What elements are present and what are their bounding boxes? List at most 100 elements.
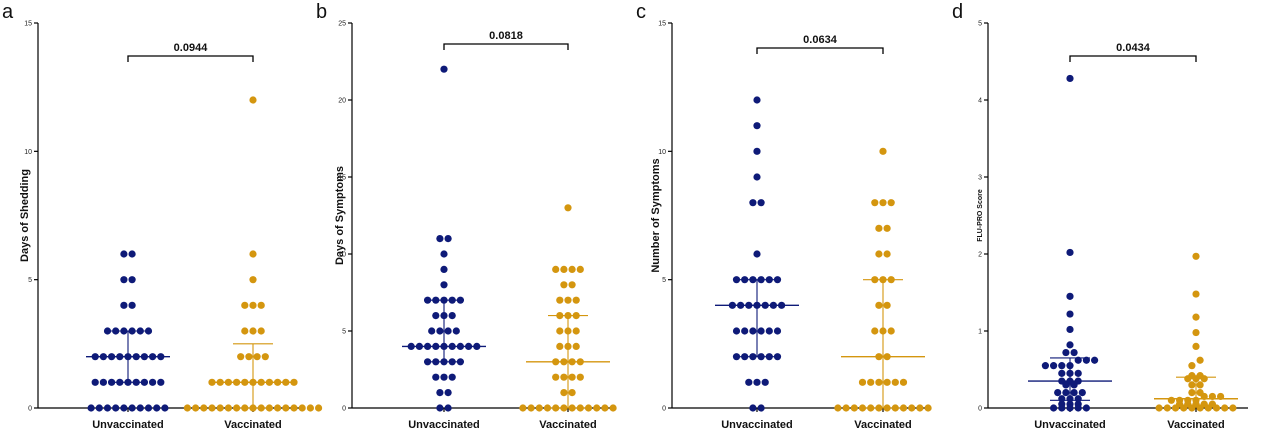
data-point bbox=[732, 276, 741, 284]
data-point bbox=[1192, 342, 1200, 350]
data-point bbox=[576, 373, 584, 381]
y-tick-label: 1 bbox=[978, 329, 982, 336]
data-point bbox=[1082, 404, 1090, 412]
data-point bbox=[1192, 252, 1200, 260]
data-point bbox=[436, 404, 444, 412]
data-point bbox=[753, 122, 761, 130]
data-point bbox=[120, 276, 128, 284]
data-point bbox=[552, 373, 560, 381]
data-point bbox=[1054, 389, 1062, 397]
data-point bbox=[257, 301, 265, 309]
data-point bbox=[149, 378, 157, 386]
data-point bbox=[440, 265, 448, 273]
data-point bbox=[128, 250, 136, 258]
data-point bbox=[519, 404, 527, 412]
data-point bbox=[249, 276, 257, 284]
data-point bbox=[99, 378, 107, 386]
data-point bbox=[564, 296, 572, 304]
data-point bbox=[1074, 404, 1082, 412]
category-label: Unvaccinated bbox=[1034, 419, 1106, 431]
data-point bbox=[1062, 348, 1070, 357]
data-point bbox=[757, 404, 765, 412]
data-point bbox=[757, 327, 765, 335]
series-unvaccinated bbox=[402, 65, 486, 412]
data-point bbox=[753, 173, 761, 181]
data-point bbox=[1066, 74, 1074, 83]
data-point bbox=[282, 404, 290, 412]
data-point bbox=[128, 404, 136, 412]
data-point bbox=[745, 378, 753, 386]
data-point bbox=[773, 353, 782, 361]
data-point bbox=[879, 199, 887, 207]
data-point bbox=[298, 404, 306, 412]
data-point bbox=[161, 404, 169, 412]
y-tick-label: 5 bbox=[342, 329, 346, 336]
data-point bbox=[1188, 381, 1196, 389]
data-point bbox=[444, 404, 452, 412]
data-point bbox=[875, 378, 883, 386]
data-point bbox=[753, 378, 761, 386]
data-point bbox=[444, 327, 452, 335]
data-point bbox=[871, 199, 879, 207]
data-point bbox=[753, 147, 761, 155]
category-label: Unvaccinated bbox=[408, 419, 480, 431]
data-point bbox=[183, 404, 191, 412]
y-tick-label: 5 bbox=[662, 277, 666, 284]
data-point bbox=[1058, 404, 1066, 412]
data-point bbox=[773, 276, 782, 284]
data-point bbox=[916, 404, 924, 412]
data-point bbox=[436, 327, 444, 335]
data-point bbox=[87, 404, 95, 412]
y-tick-label: 15 bbox=[24, 21, 32, 28]
data-point bbox=[1163, 404, 1171, 412]
category-label: Vaccinated bbox=[854, 419, 911, 431]
y-axis-label: Days of Shedding bbox=[19, 169, 31, 262]
data-point bbox=[1192, 290, 1200, 298]
data-point bbox=[216, 404, 224, 412]
data-point bbox=[249, 250, 257, 258]
data-point bbox=[452, 327, 460, 335]
data-point bbox=[556, 342, 564, 350]
data-point bbox=[875, 224, 883, 232]
data-point bbox=[144, 404, 153, 412]
data-point bbox=[609, 404, 617, 412]
data-point bbox=[875, 250, 883, 258]
data-point bbox=[572, 296, 580, 304]
data-point bbox=[1066, 404, 1074, 412]
data-point bbox=[753, 250, 761, 258]
data-point bbox=[560, 281, 568, 289]
y-tick-label: 4 bbox=[978, 98, 982, 105]
panel-letter: a bbox=[2, 1, 14, 23]
data-point bbox=[428, 327, 436, 335]
data-point bbox=[556, 327, 564, 335]
data-point bbox=[1078, 389, 1086, 397]
data-point bbox=[749, 199, 757, 207]
data-point bbox=[448, 373, 456, 381]
y-axis-label: Days of Symptoms bbox=[334, 166, 346, 265]
data-point bbox=[552, 265, 560, 273]
data-point bbox=[834, 404, 842, 412]
y-tick-label: 10 bbox=[338, 252, 346, 259]
data-point bbox=[1070, 348, 1078, 357]
y-tick-label: 5 bbox=[28, 277, 32, 284]
data-point bbox=[867, 378, 875, 386]
data-point bbox=[1066, 310, 1074, 318]
data-point bbox=[157, 378, 165, 386]
data-point bbox=[527, 404, 535, 412]
data-point bbox=[200, 404, 208, 412]
p-value-label: 0.0434 bbox=[1116, 42, 1151, 54]
data-point bbox=[1070, 389, 1078, 397]
y-tick-label: 10 bbox=[24, 149, 32, 156]
data-point bbox=[1196, 356, 1204, 364]
series-unvaccinated bbox=[715, 96, 799, 412]
data-point bbox=[887, 327, 895, 335]
data-point bbox=[568, 389, 576, 397]
data-point bbox=[908, 404, 916, 412]
data-point bbox=[237, 353, 245, 361]
y-axis-label: FLU-PRO Score bbox=[977, 189, 984, 242]
data-point bbox=[568, 281, 576, 289]
data-point bbox=[773, 327, 782, 335]
significance-bracket bbox=[756, 47, 884, 54]
data-point bbox=[253, 353, 261, 361]
y-tick-label: 0 bbox=[978, 406, 982, 413]
